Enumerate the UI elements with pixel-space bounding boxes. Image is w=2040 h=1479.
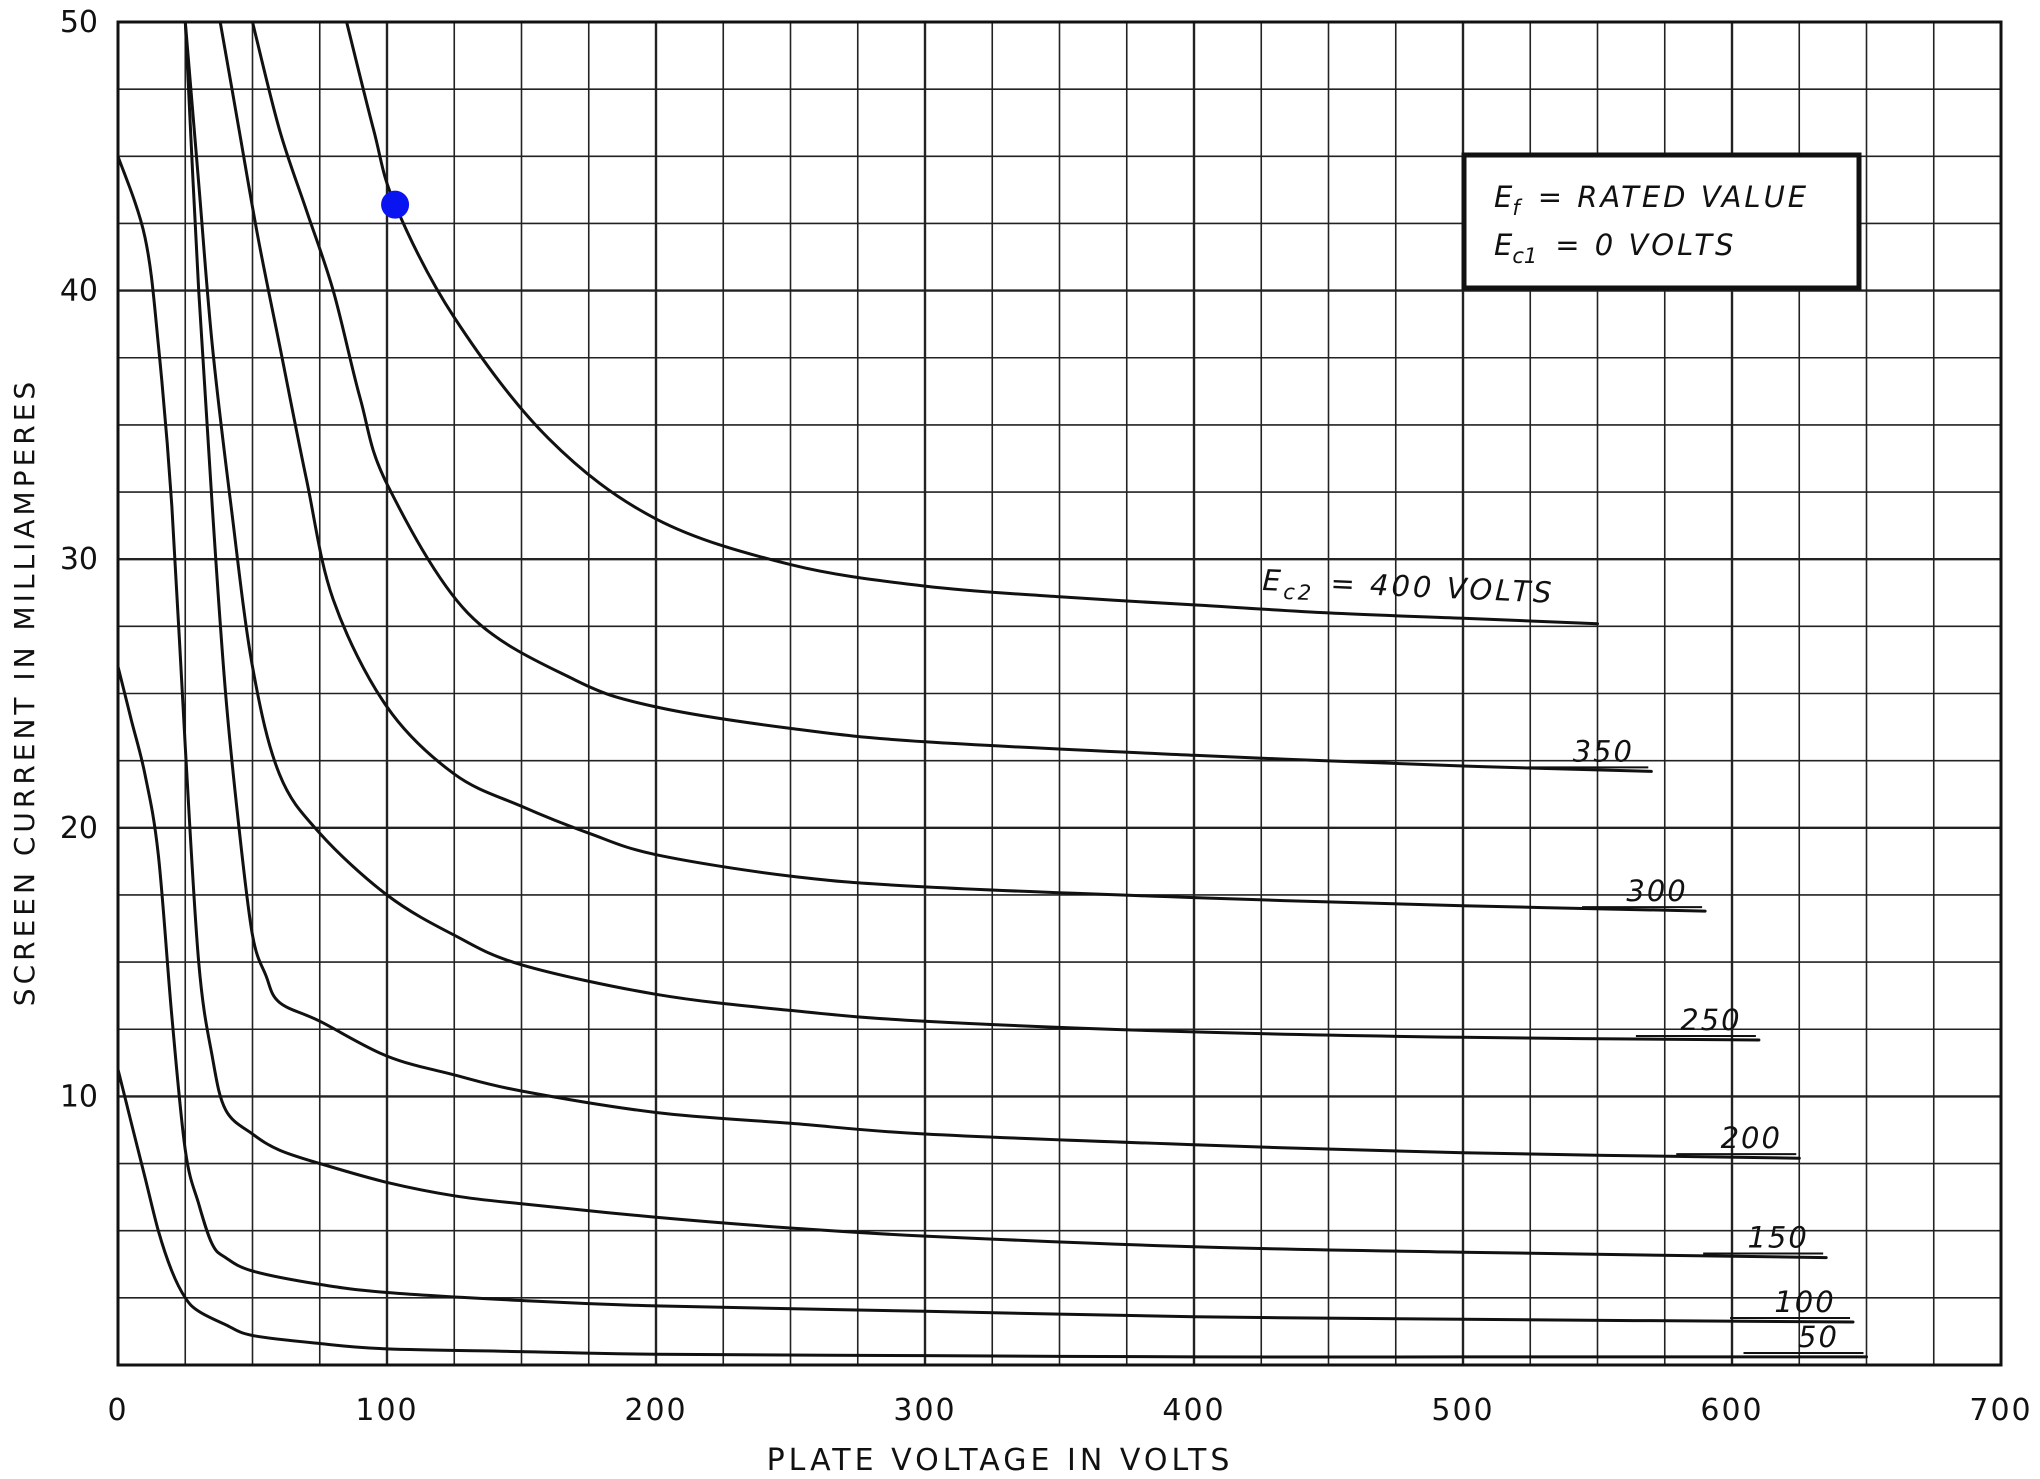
x-tick-label: 0 bbox=[107, 1393, 128, 1428]
x-axis-title: PLATE VOLTAGE IN VOLTS bbox=[767, 1443, 1234, 1478]
condition-filament: Ef = RATED VALUE bbox=[1494, 180, 1809, 220]
series-label-100: 100 bbox=[1774, 1285, 1835, 1319]
curve-layer bbox=[116, 20, 1868, 1359]
x-tick-label: 700 bbox=[1969, 1393, 2032, 1428]
series-label-200: 200 bbox=[1721, 1121, 1782, 1155]
series-line-250 bbox=[183, 20, 1761, 1042]
plot-frame bbox=[116, 20, 2003, 1367]
x-tick-label: 100 bbox=[355, 1393, 418, 1428]
highlight-marker bbox=[381, 190, 410, 219]
series-label-50: 50 bbox=[1798, 1320, 1839, 1354]
y-tick-label: 20 bbox=[60, 811, 98, 846]
y-axis-title: SCREEN CURRENT IN MILLIAMPERES bbox=[8, 378, 41, 1006]
y-tick-label: 30 bbox=[60, 542, 98, 577]
x-tick-label: 500 bbox=[1431, 1393, 1494, 1428]
conditions-box-frame bbox=[1461, 152, 1862, 291]
series-label-150: 150 bbox=[1747, 1221, 1808, 1255]
series-line-300 bbox=[218, 20, 1707, 913]
series-label-350: 350 bbox=[1573, 734, 1634, 768]
series-line-150 bbox=[116, 154, 1828, 1260]
series-line-100 bbox=[116, 665, 1855, 1324]
series-label-300: 300 bbox=[1626, 874, 1687, 908]
series-line-200 bbox=[183, 20, 1801, 1160]
condition-grid-bias: Ec1 = 0 VOLTS bbox=[1494, 228, 1736, 268]
y-tick-label: 50 bbox=[60, 5, 98, 40]
series-line-400 bbox=[345, 20, 1599, 626]
y-tick-label: 40 bbox=[60, 274, 98, 309]
x-tick-label: 400 bbox=[1162, 1393, 1225, 1428]
y-tick-label: 10 bbox=[60, 1079, 98, 1114]
conditions-box: Ef = RATED VALUE Ec1 = 0 VOLTS bbox=[1461, 152, 1862, 291]
x-tick-label: 300 bbox=[893, 1393, 956, 1428]
x-tick-label: 200 bbox=[624, 1393, 687, 1428]
series-label-250: 250 bbox=[1680, 1003, 1741, 1037]
series-label-400: Ec2 = 400 VOLTS bbox=[1261, 563, 1555, 616]
x-tick-label: 600 bbox=[1700, 1393, 1763, 1428]
axis-layer: 0 100 200 300 400 500 600 700 10 20 30 40 50 bbox=[60, 5, 2032, 1428]
series-line-350 bbox=[251, 20, 1653, 773]
series-line-50 bbox=[116, 1068, 1868, 1359]
